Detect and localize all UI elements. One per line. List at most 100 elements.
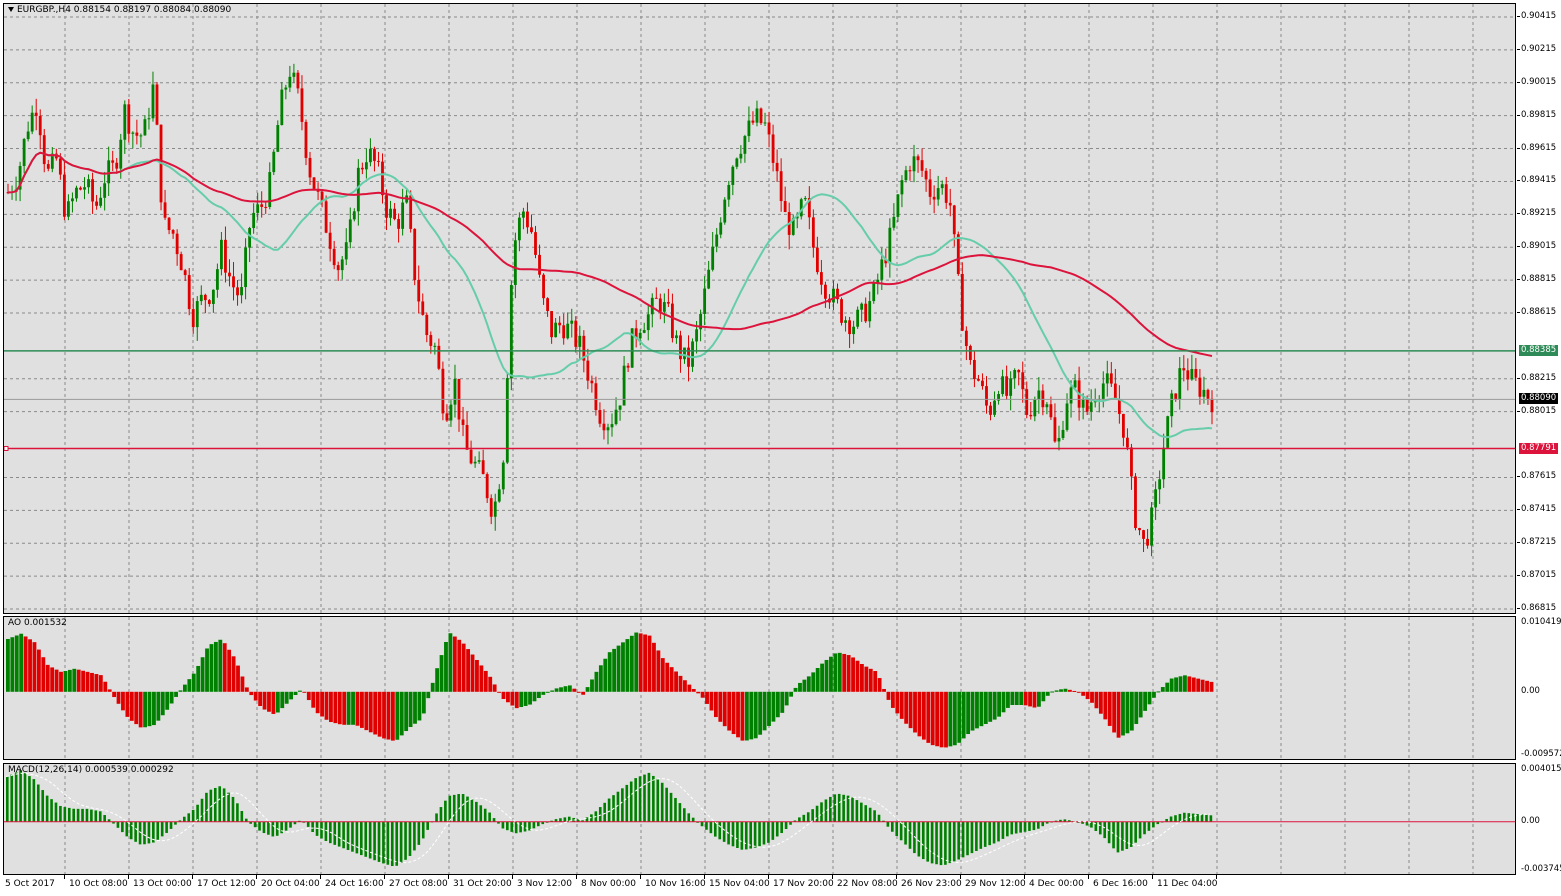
- candle: [284, 84, 288, 100]
- candle: [767, 111, 771, 148]
- histogram-bar: [926, 691, 931, 743]
- histogram-bar: [899, 821, 903, 841]
- histogram-bar: [439, 655, 444, 692]
- candle-body: [1150, 507, 1153, 546]
- candle-body: [1025, 389, 1029, 415]
- candle: [417, 265, 421, 314]
- histogram-bar: [758, 821, 761, 847]
- candle-body: [1210, 398, 1214, 413]
- candle: [928, 168, 932, 205]
- histogram-bar: [1006, 821, 1009, 837]
- histogram-bar: [19, 770, 22, 822]
- histogram-bar: [913, 691, 917, 733]
- time-tick-mark: [768, 875, 769, 879]
- price-chart-pane[interactable]: EURGBP.,H4 0.88154 0.88197 0.88084 0.880…: [3, 3, 1516, 614]
- candle-body: [465, 424, 469, 450]
- histogram-bar: [975, 821, 978, 851]
- candle-body: [727, 184, 731, 200]
- candle-body: [989, 405, 992, 415]
- candle: [1081, 393, 1085, 420]
- histogram-bar: [134, 821, 137, 842]
- histogram-bar: [1121, 691, 1125, 736]
- grid-lines: [4, 4, 1515, 613]
- candle: [1109, 362, 1113, 387]
- histogram-bar: [1134, 691, 1139, 724]
- candle-body: [968, 346, 972, 360]
- candle-body: [469, 449, 473, 464]
- candle: [445, 404, 449, 422]
- histogram-bar: [855, 660, 860, 692]
- histogram-bar: [590, 679, 594, 692]
- candle: [1061, 420, 1065, 441]
- candle-body: [308, 157, 312, 178]
- ao-indicator-pane[interactable]: AO 0.001532: [3, 616, 1516, 760]
- macd-indicator-pane[interactable]: MACD(12,26,14) 0.000539 0.000292: [3, 763, 1516, 875]
- candle: [751, 111, 755, 125]
- candle: [151, 71, 155, 122]
- candle-body: [767, 122, 771, 135]
- candle: [952, 204, 956, 247]
- histogram-bar: [917, 821, 921, 857]
- histogram-bar: [315, 821, 319, 836]
- histogram-bar: [262, 821, 266, 834]
- histogram-bar: [904, 691, 909, 724]
- histogram-bar: [771, 821, 775, 840]
- histogram-bar: [284, 821, 288, 831]
- histogram-bar: [740, 691, 745, 741]
- candle: [260, 191, 264, 218]
- histogram-bar: [532, 691, 537, 702]
- candle: [224, 226, 227, 283]
- histogram-bar: [461, 643, 466, 692]
- histogram-bar: [767, 691, 771, 726]
- candle-body: [67, 201, 70, 217]
- candle: [824, 281, 827, 308]
- time-tick-label: 26 Nov 23:00: [901, 879, 962, 889]
- histogram-bar: [116, 691, 121, 704]
- candle: [509, 280, 513, 391]
- candle-body: [1178, 368, 1182, 400]
- candle-body: [1113, 383, 1117, 399]
- histogram-bar: [28, 639, 32, 692]
- candle-body: [1001, 376, 1005, 395]
- histogram-bar: [988, 691, 993, 722]
- histogram-bar: [6, 638, 10, 692]
- candle-body: [248, 227, 252, 248]
- histogram-bar: [165, 691, 170, 710]
- candle-body: [397, 219, 401, 229]
- histogram-bar: [399, 821, 403, 863]
- candle: [936, 175, 940, 206]
- histogram-bar: [85, 671, 90, 692]
- histogram-bar: [541, 691, 546, 695]
- candle-body: [485, 474, 489, 499]
- histogram-bar: [258, 821, 261, 831]
- histogram-bar: [842, 794, 845, 822]
- candle: [1182, 355, 1186, 382]
- candle-body: [650, 297, 654, 315]
- histogram-bar: [895, 691, 900, 714]
- candle: [691, 338, 694, 372]
- price-axis[interactable]: 0.90415 0.90215 0.90015 0.89815 0.89615 0.894…: [1517, 3, 1561, 614]
- collapse-arrow-icon[interactable]: [8, 7, 14, 12]
- histogram-bar: [28, 776, 31, 822]
- candle: [38, 109, 42, 150]
- candle: [610, 413, 614, 437]
- candle-body: [425, 314, 429, 336]
- histogram-bar: [780, 691, 785, 713]
- candle-body: [598, 410, 602, 424]
- candle: [707, 260, 711, 290]
- histogram-bar: [1001, 821, 1005, 839]
- candle-body: [606, 427, 610, 431]
- histogram-bar: [629, 781, 633, 822]
- histogram-bar: [1156, 691, 1161, 693]
- candle: [896, 194, 900, 222]
- candle: [203, 293, 207, 314]
- histogram-bar: [421, 691, 426, 714]
- histogram-bar: [683, 680, 687, 692]
- candle: [312, 177, 316, 190]
- price-tick-mark: [1517, 48, 1520, 50]
- candle: [964, 326, 968, 361]
- candle-body: [87, 179, 90, 188]
- candle: [1093, 388, 1097, 408]
- histogram-bar: [1116, 821, 1120, 853]
- candle-body: [803, 198, 807, 200]
